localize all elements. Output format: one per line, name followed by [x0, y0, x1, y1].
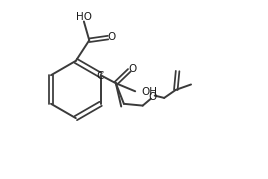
Text: O: O — [149, 92, 157, 102]
Text: OH: OH — [141, 87, 157, 97]
Text: C: C — [96, 71, 104, 81]
Text: O: O — [108, 32, 116, 42]
Text: O: O — [129, 64, 137, 74]
Text: HO: HO — [76, 12, 91, 22]
